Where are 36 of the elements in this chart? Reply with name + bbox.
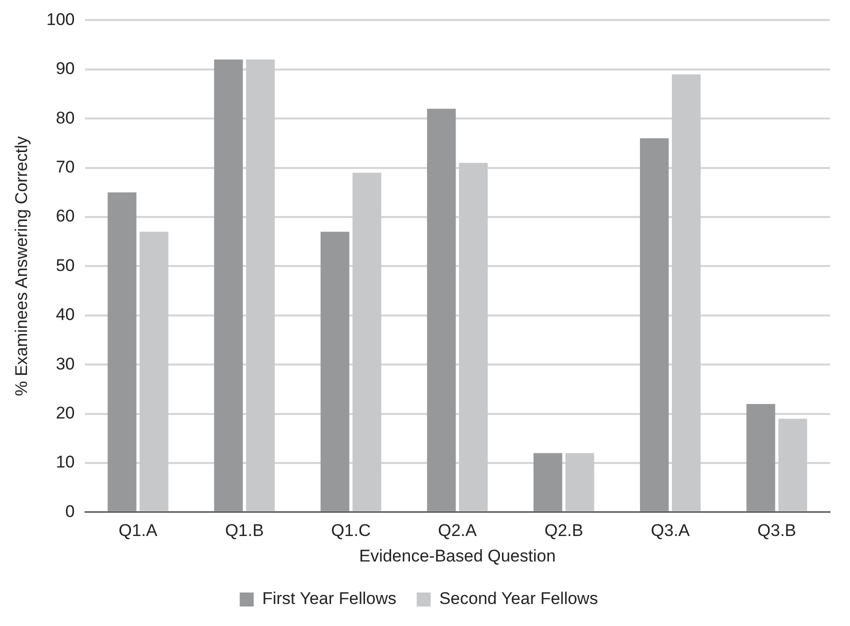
bar [778,418,808,512]
x-tick-label: Q2.A [438,521,478,540]
y-tick-label: 100 [46,10,75,29]
y-tick-label: 20 [56,403,75,422]
x-tick-label: Q1.C [331,521,371,540]
y-tick-label: 60 [56,206,75,226]
bar [565,453,594,512]
bar [534,453,562,512]
x-axis-title: Evidence-Based Question [359,546,556,566]
y-tick-label: 0 [65,502,75,521]
x-tick-label: Q3.A [650,521,690,540]
y-tick-label: 80 [56,108,75,128]
legend-label: First Year Fellows [262,589,396,608]
bar [672,74,701,512]
y-tick-label: 90 [56,59,75,78]
bar [352,172,382,512]
y-tick-label: 10 [56,452,75,472]
y-axis-title: % Examinees Answering Correctly [12,136,31,396]
x-tick-label: Q3.B [757,521,796,540]
bar [427,108,456,512]
y-tick-label: 50 [56,256,75,275]
legend-label: Second Year Fellows [439,589,598,608]
x-tick-label: Q1.B [225,521,264,540]
bar [214,60,243,512]
x-tick-label: Q1.A [118,521,158,540]
bar [140,232,168,512]
y-tick-label: 70 [56,157,75,176]
bar [746,404,776,512]
x-tick-label: Q2.B [544,521,584,540]
bar [320,232,350,512]
bar [640,138,669,512]
bar [246,60,275,512]
bar [458,162,488,512]
y-tick-label: 30 [56,354,75,374]
bar [108,192,136,512]
y-tick-label: 40 [56,305,75,324]
